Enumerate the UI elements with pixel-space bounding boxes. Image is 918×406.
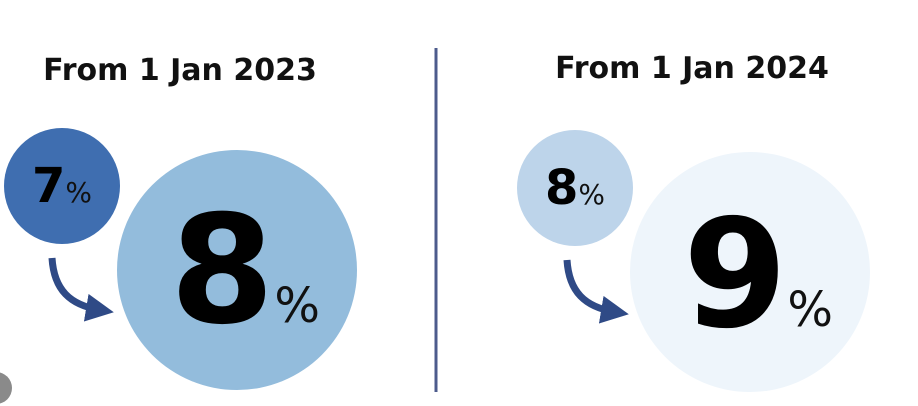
arrow <box>563 259 629 324</box>
old-rate-circle <box>4 128 120 244</box>
corner-button[interactable] <box>0 372 12 404</box>
new-rate-number: 9 <box>683 188 787 362</box>
arrow <box>48 257 114 322</box>
old-rate-unit: % <box>578 178 605 211</box>
old-rate-unit: % <box>65 176 92 209</box>
new-rate: 8% <box>170 184 320 358</box>
panel-title: From 1 Jan 2024 <box>555 51 829 86</box>
old-rate-circle <box>517 130 633 246</box>
old-rate: 8% <box>545 160 605 216</box>
new-rate-circle <box>630 152 870 392</box>
old-rate-number: 8 <box>545 160 578 216</box>
new-rate-circle <box>117 150 357 390</box>
old-rate-number: 7 <box>32 158 65 214</box>
new-rate-number: 8 <box>170 184 274 358</box>
old-rate: 7% <box>32 158 92 214</box>
new-rate-unit: % <box>274 278 320 334</box>
new-rate-unit: % <box>787 282 833 338</box>
new-rate: 9% <box>683 188 833 362</box>
panel-title: From 1 Jan 2023 <box>43 53 317 88</box>
